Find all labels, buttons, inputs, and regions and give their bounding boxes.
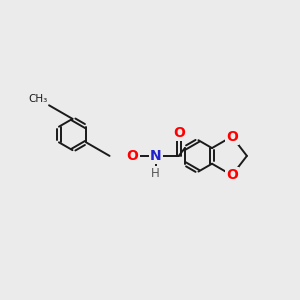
Text: O: O bbox=[173, 126, 185, 140]
Text: H: H bbox=[151, 167, 160, 180]
Text: O: O bbox=[226, 130, 238, 143]
Text: N: N bbox=[150, 149, 161, 163]
Text: O: O bbox=[226, 168, 238, 182]
Text: O: O bbox=[127, 149, 139, 163]
Text: CH₃: CH₃ bbox=[28, 94, 47, 104]
